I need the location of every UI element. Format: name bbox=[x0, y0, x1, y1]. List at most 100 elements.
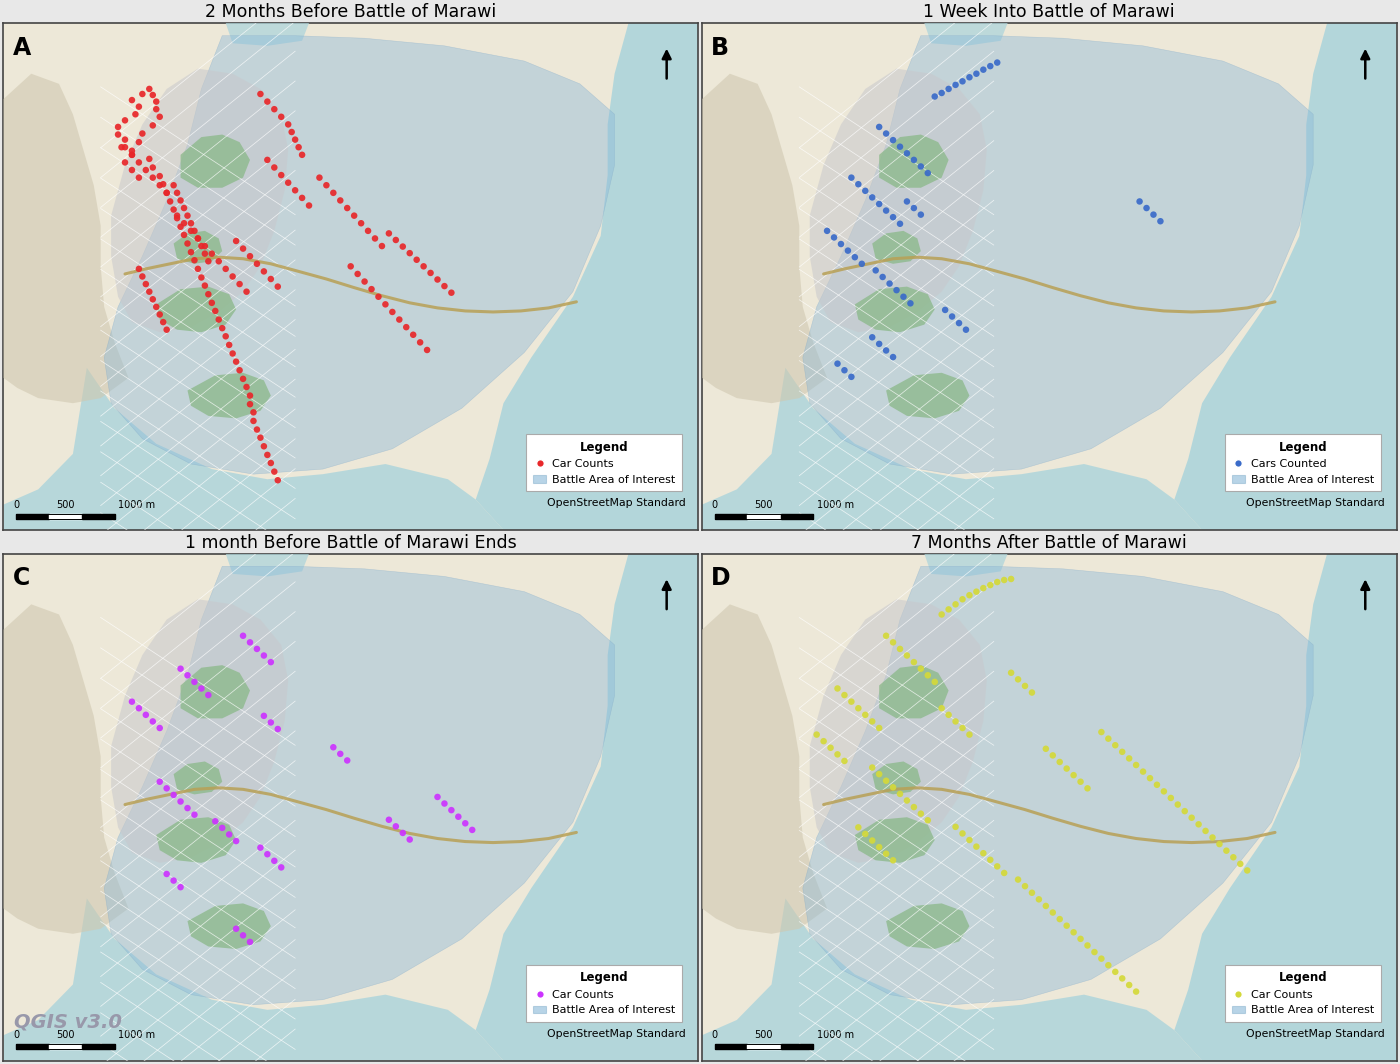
Point bbox=[134, 276, 157, 293]
Point bbox=[249, 429, 272, 446]
Point bbox=[399, 831, 421, 848]
Point bbox=[910, 805, 932, 822]
Point bbox=[1000, 664, 1022, 681]
Point bbox=[146, 101, 168, 118]
Point bbox=[211, 319, 234, 336]
Point bbox=[910, 660, 932, 677]
Point bbox=[1187, 816, 1210, 833]
Point bbox=[106, 118, 129, 135]
Point bbox=[148, 306, 171, 323]
Point bbox=[346, 265, 368, 282]
Point bbox=[388, 311, 410, 328]
Point bbox=[1007, 670, 1029, 687]
Point bbox=[155, 780, 178, 797]
Point bbox=[1159, 789, 1182, 807]
Point bbox=[242, 413, 265, 430]
Polygon shape bbox=[3, 898, 699, 1061]
Text: OpenStreetMap Standard: OpenStreetMap Standard bbox=[547, 1029, 686, 1038]
Point bbox=[239, 634, 262, 651]
Point bbox=[120, 693, 143, 710]
Point bbox=[284, 131, 307, 148]
Point bbox=[284, 182, 307, 199]
Point bbox=[162, 786, 185, 803]
Text: 500: 500 bbox=[755, 1030, 773, 1041]
Point bbox=[868, 118, 890, 135]
Polygon shape bbox=[879, 665, 949, 718]
Point bbox=[374, 296, 396, 313]
Point bbox=[952, 825, 974, 842]
Point bbox=[899, 295, 921, 312]
Point bbox=[242, 404, 265, 421]
Point bbox=[1105, 963, 1127, 980]
Point bbox=[270, 859, 293, 876]
Point bbox=[146, 93, 168, 110]
Legend: Cars Counted, Battle Area of Interest: Cars Counted, Battle Area of Interest bbox=[1225, 434, 1380, 492]
Point bbox=[420, 265, 442, 282]
Point bbox=[385, 232, 407, 249]
Point bbox=[910, 206, 932, 223]
Point bbox=[392, 238, 414, 255]
Point bbox=[113, 138, 136, 155]
Point bbox=[322, 738, 344, 755]
Polygon shape bbox=[15, 1044, 49, 1049]
Point bbox=[252, 437, 274, 454]
Point bbox=[172, 215, 195, 232]
Point bbox=[277, 116, 300, 133]
Point bbox=[235, 283, 258, 300]
Point bbox=[1126, 757, 1148, 774]
Polygon shape bbox=[3, 368, 699, 530]
Text: 0: 0 bbox=[711, 1030, 718, 1041]
Point bbox=[952, 719, 974, 736]
Point bbox=[1138, 769, 1161, 786]
Polygon shape bbox=[83, 1044, 115, 1049]
Point bbox=[945, 713, 967, 730]
Point bbox=[132, 268, 154, 285]
Point bbox=[958, 586, 980, 603]
Point bbox=[847, 176, 869, 193]
Point bbox=[1049, 911, 1071, 928]
Point bbox=[885, 282, 907, 299]
Point bbox=[1098, 957, 1120, 974]
Point bbox=[816, 222, 839, 239]
Polygon shape bbox=[701, 604, 827, 934]
Point bbox=[186, 261, 209, 278]
Text: D: D bbox=[711, 566, 731, 591]
Polygon shape bbox=[3, 73, 129, 403]
Point bbox=[958, 726, 980, 743]
Point bbox=[1063, 767, 1085, 784]
Point bbox=[127, 98, 150, 115]
Title: 2 Months Before Battle of Marawi: 2 Months Before Battle of Marawi bbox=[204, 3, 497, 21]
Point bbox=[218, 336, 241, 353]
Point bbox=[141, 117, 164, 134]
Point bbox=[162, 872, 185, 890]
Point bbox=[252, 647, 274, 664]
Point bbox=[113, 131, 136, 148]
Point bbox=[1128, 193, 1151, 210]
Text: 0: 0 bbox=[13, 1030, 20, 1041]
Point bbox=[1208, 835, 1231, 852]
Polygon shape bbox=[714, 1044, 748, 1049]
Point bbox=[165, 210, 188, 227]
Point bbox=[826, 680, 848, 697]
Point bbox=[239, 396, 262, 413]
Point bbox=[239, 933, 262, 950]
Point bbox=[252, 263, 274, 280]
Point bbox=[1112, 970, 1134, 987]
Point bbox=[183, 674, 206, 691]
Point bbox=[861, 832, 883, 849]
Point bbox=[148, 774, 171, 791]
Polygon shape bbox=[809, 69, 987, 332]
Polygon shape bbox=[802, 36, 1313, 475]
Point bbox=[169, 218, 192, 235]
Point bbox=[141, 713, 164, 730]
Point bbox=[833, 752, 855, 769]
Point bbox=[169, 660, 192, 677]
Point bbox=[353, 273, 375, 290]
Text: 500: 500 bbox=[755, 500, 773, 510]
Point bbox=[239, 248, 262, 265]
Point bbox=[965, 838, 987, 855]
Point bbox=[864, 262, 886, 279]
Point bbox=[1021, 884, 1043, 901]
Point bbox=[277, 174, 300, 192]
Point bbox=[844, 249, 867, 266]
